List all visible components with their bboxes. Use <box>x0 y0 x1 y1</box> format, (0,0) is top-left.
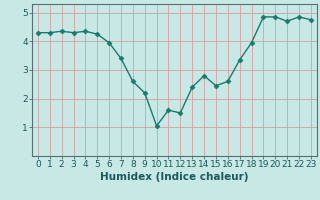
X-axis label: Humidex (Indice chaleur): Humidex (Indice chaleur) <box>100 172 249 182</box>
